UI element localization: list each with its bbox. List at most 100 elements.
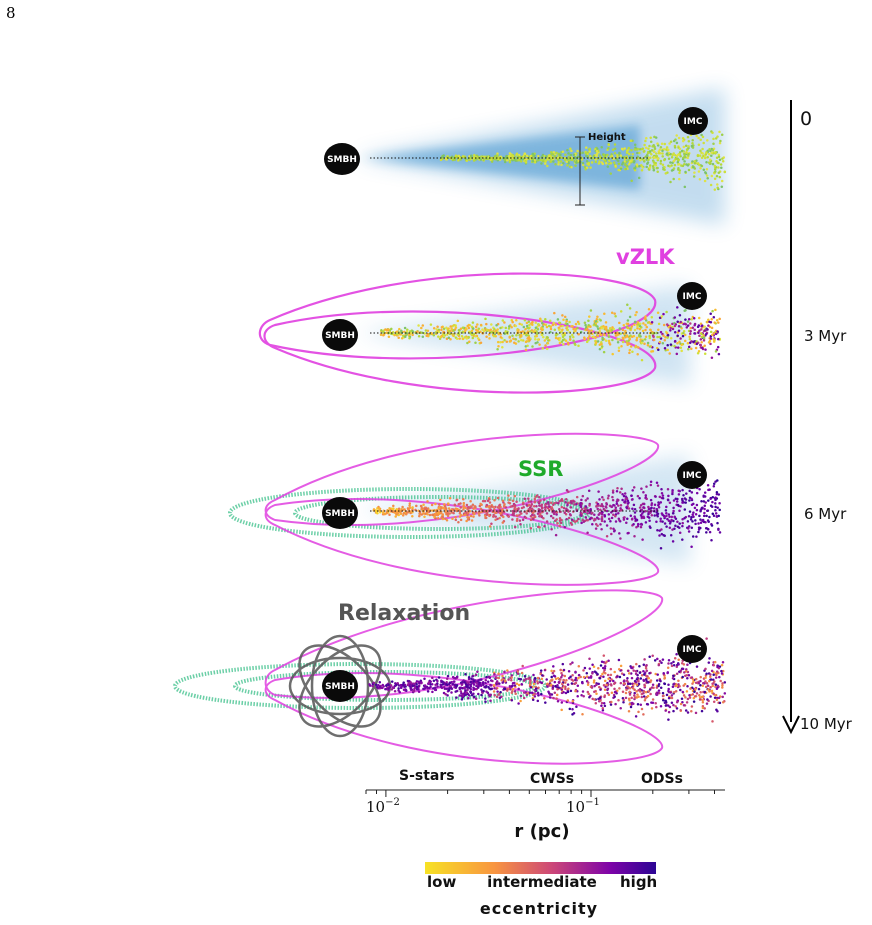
star-point xyxy=(633,679,637,683)
star-point xyxy=(653,514,656,517)
star-point xyxy=(488,695,492,698)
star-point xyxy=(402,681,405,684)
star-point xyxy=(697,687,701,691)
star-point xyxy=(496,496,500,500)
star-point xyxy=(523,675,527,678)
star-point xyxy=(604,662,607,665)
star-point xyxy=(621,161,625,164)
star-point xyxy=(617,698,620,702)
star-point xyxy=(709,675,712,679)
star-point xyxy=(688,510,692,513)
star-point xyxy=(633,143,637,147)
star-point xyxy=(703,344,706,348)
star-point xyxy=(445,337,449,340)
star-point xyxy=(700,133,703,137)
star-point xyxy=(511,334,514,338)
star-point xyxy=(537,323,540,326)
star-point xyxy=(644,317,647,320)
star-point xyxy=(566,164,569,167)
star-point xyxy=(659,146,663,149)
star-point xyxy=(521,518,525,521)
star-point xyxy=(685,492,688,495)
star-point xyxy=(472,680,476,683)
star-point xyxy=(457,520,460,524)
star-point xyxy=(489,699,492,702)
star-point xyxy=(569,521,573,525)
star-point xyxy=(698,177,702,181)
star-point xyxy=(648,168,651,171)
star-point xyxy=(672,660,675,664)
star-point xyxy=(567,501,570,505)
star-point xyxy=(511,509,515,513)
star-point xyxy=(559,521,563,525)
star-point xyxy=(511,688,515,691)
star-point xyxy=(441,155,444,159)
star-point xyxy=(681,334,685,338)
star-point xyxy=(718,141,722,145)
star-point xyxy=(663,515,666,519)
star-point xyxy=(484,697,487,700)
star-point xyxy=(705,702,709,705)
star-point xyxy=(497,506,501,510)
star-point xyxy=(459,158,462,161)
star-point xyxy=(472,515,475,518)
star-point xyxy=(436,517,440,520)
star-point xyxy=(539,499,542,502)
star-point xyxy=(498,516,501,520)
star-point xyxy=(492,690,496,693)
star-point xyxy=(683,163,686,166)
star-point xyxy=(677,136,681,140)
star-point xyxy=(706,176,709,180)
star-point xyxy=(656,657,659,661)
timeline-arrow-head xyxy=(782,715,800,735)
star-point xyxy=(457,159,460,162)
star-point xyxy=(407,681,410,685)
star-point xyxy=(693,323,696,327)
star-point xyxy=(393,333,396,337)
star-point xyxy=(633,688,636,692)
star-point xyxy=(575,495,579,499)
star-point xyxy=(500,678,503,682)
star-point xyxy=(537,495,541,499)
star-point xyxy=(594,336,597,339)
star-point xyxy=(580,521,583,525)
star-point xyxy=(506,159,509,162)
star-point xyxy=(537,686,540,690)
star-point xyxy=(597,666,600,670)
star-point xyxy=(407,508,410,511)
smbh-label: SMBH xyxy=(327,155,357,165)
star-point xyxy=(611,338,614,342)
star-point xyxy=(704,676,707,679)
star-point xyxy=(526,326,529,330)
star-point xyxy=(598,676,602,680)
star-point xyxy=(709,673,712,676)
star-point xyxy=(403,685,406,688)
star-point xyxy=(648,150,652,153)
star-point xyxy=(474,334,477,338)
star-point xyxy=(452,680,456,683)
star-point xyxy=(717,337,720,341)
star-point xyxy=(707,324,710,327)
star-point xyxy=(397,687,400,690)
star-point xyxy=(696,352,700,355)
star-point xyxy=(432,333,436,337)
star-point xyxy=(716,506,719,509)
star-point xyxy=(443,505,447,508)
star-point xyxy=(621,336,625,339)
star-point xyxy=(476,337,480,340)
star-point xyxy=(517,677,521,681)
star-point xyxy=(684,709,688,712)
star-point xyxy=(711,684,714,688)
star-point xyxy=(515,514,519,517)
star-point xyxy=(601,495,604,499)
star-point xyxy=(720,672,724,675)
star-point xyxy=(485,675,488,679)
star-point xyxy=(523,152,527,156)
star-point xyxy=(633,691,636,695)
star-point xyxy=(546,501,550,504)
star-point xyxy=(401,505,404,509)
star-point xyxy=(565,319,568,323)
star-point xyxy=(648,672,651,675)
star-point xyxy=(673,330,677,334)
star-point xyxy=(718,508,721,512)
